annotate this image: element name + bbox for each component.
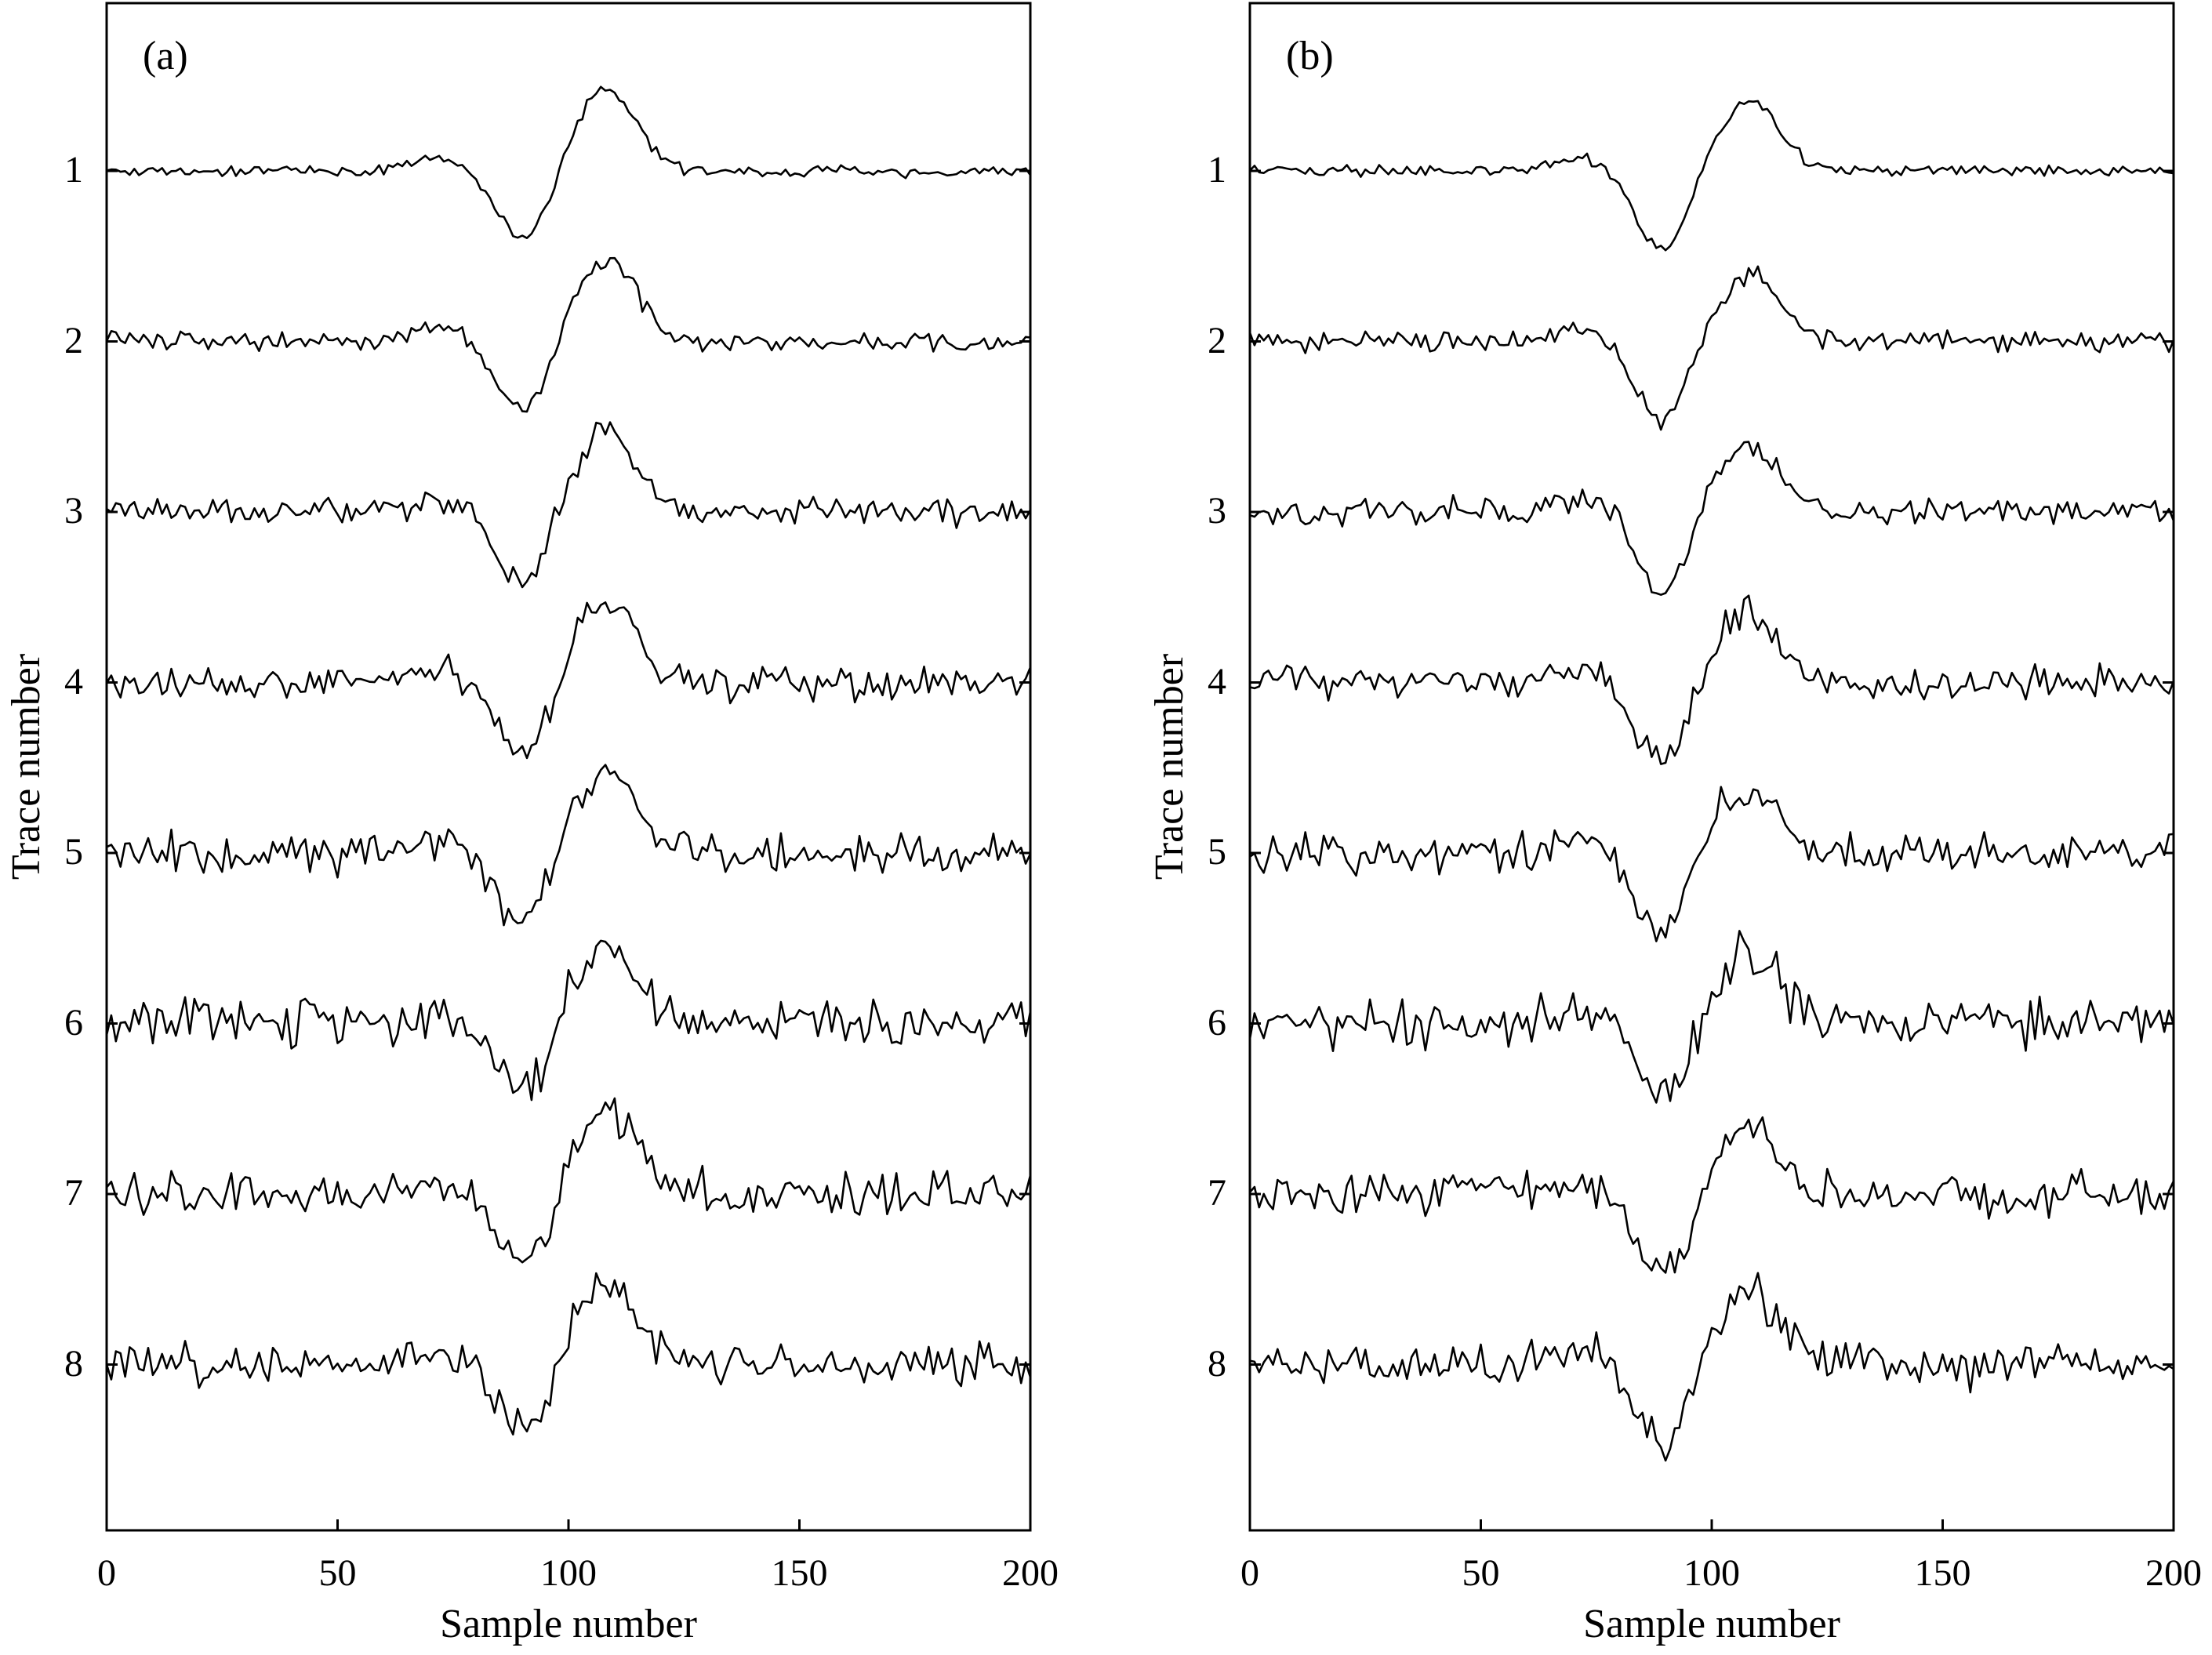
trace-7-line [105, 1097, 1032, 1264]
panel-a-traces [105, 85, 1032, 1435]
trace-6-line [105, 939, 1032, 1102]
trace-1-line [1249, 100, 2174, 252]
panel-b-x-tick-label: 0 [1240, 1552, 1259, 1594]
panel-a-trace-label: 4 [64, 661, 83, 702]
panel-b-x-tick-label: 100 [1684, 1552, 1740, 1594]
trace-7-line [1249, 1116, 2175, 1274]
panel-a-trace-label: 2 [64, 320, 83, 361]
panel-a-y-axis-label: Trace number [4, 654, 49, 880]
panel-a-x-tick-label: 150 [772, 1552, 828, 1594]
panel-b-trace-labels: 1 2 3 4 5 6 7 8 [1208, 149, 1226, 1385]
trace-4-line [1249, 594, 2175, 765]
panel-b-trace-label: 2 [1208, 320, 1226, 361]
panel-a: (a) 0 50 100 150 200 Sample number Trace… [4, 2, 1059, 1646]
panel-a-x-axis-label: Sample number [440, 1602, 697, 1646]
panel-b-label: (b) [1286, 34, 1334, 78]
trace-3-line [106, 421, 1032, 589]
trace-5-line [1249, 786, 2174, 942]
trace-1-line [106, 85, 1032, 240]
panel-b: (b) 0 50 100 150 200 Sample number Trace… [1147, 2, 2202, 1646]
panel-a-trace-label: 3 [64, 490, 83, 532]
panel-a-x-tick-label: 100 [540, 1552, 597, 1594]
trace-5-line [106, 764, 1032, 927]
panel-b-x-tick-label: 200 [2145, 1552, 2202, 1594]
trace-2-line [1248, 265, 2175, 431]
trace-8-line [1249, 1272, 2174, 1462]
trace-2-line [105, 256, 1031, 413]
panel-a-label: (a) [143, 34, 188, 78]
panel-a-x-tick-label: 200 [1002, 1552, 1059, 1594]
trace-3-line [1249, 441, 2175, 597]
panel-b-trace-label: 8 [1208, 1343, 1226, 1385]
panel-a-trace-labels: 1 2 3 4 5 6 7 8 [64, 149, 83, 1385]
panel-a-trace-label: 5 [64, 831, 83, 873]
trace-8-line [105, 1272, 1032, 1435]
trace-6-line [1248, 930, 2175, 1104]
panel-b-x-tick-label: 50 [1462, 1552, 1500, 1594]
panel-a-trace-label: 1 [64, 149, 83, 191]
panel-b-trace-label: 3 [1208, 490, 1226, 532]
panel-b-x-tick-label: 150 [1915, 1552, 1971, 1594]
panel-a-trace-label: 6 [64, 1002, 83, 1043]
panel-b-trace-label: 4 [1208, 661, 1226, 702]
panel-b-y-axis-label: Trace number [1147, 654, 1192, 880]
panel-a-trace-label: 8 [64, 1343, 83, 1385]
panel-b-x-axis-label: Sample number [1583, 1602, 1840, 1646]
trace-4-line [105, 601, 1032, 760]
panel-b-trace-label: 7 [1208, 1172, 1226, 1214]
panel-b-x-tick-labels: 0 50 100 150 200 [1240, 1552, 2202, 1594]
panel-b-trace-label: 6 [1208, 1002, 1226, 1043]
panel-a-x-tick-labels: 0 50 100 150 200 [97, 1552, 1059, 1594]
panel-a-trace-label: 7 [64, 1172, 83, 1214]
panel-b-trace-label: 1 [1208, 149, 1226, 191]
panel-a-x-tick-label: 0 [97, 1552, 116, 1594]
panel-a-x-tick-label: 50 [319, 1552, 357, 1594]
panel-b-trace-label: 5 [1208, 831, 1226, 873]
panel-b-traces [1248, 100, 2175, 1462]
